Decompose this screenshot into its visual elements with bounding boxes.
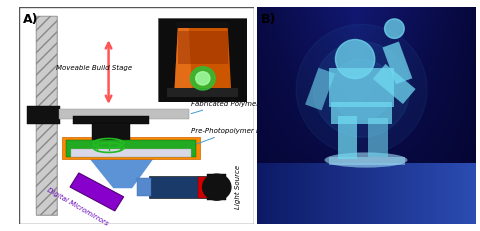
Bar (59, 109, 189, 119)
Text: Pre-Photopolymer Resin: Pre-Photopolymer Resin (191, 128, 275, 146)
Bar (92, 123, 130, 151)
Text: Moveable Build Stage: Moveable Build Stage (57, 65, 132, 71)
Bar (383, 42, 412, 84)
Bar (331, 103, 392, 124)
Bar (198, 177, 208, 198)
Text: Light Source: Light Source (235, 165, 241, 209)
Text: B): B) (261, 13, 276, 26)
Bar (207, 174, 226, 200)
Polygon shape (174, 25, 231, 92)
Bar (36, 16, 57, 215)
Circle shape (331, 59, 392, 120)
Circle shape (313, 42, 410, 137)
Circle shape (203, 174, 231, 200)
Bar (167, 88, 238, 97)
Bar (149, 176, 215, 198)
Text: A): A) (23, 13, 38, 26)
Bar (27, 106, 60, 124)
Bar (305, 68, 335, 110)
Polygon shape (90, 159, 153, 188)
Circle shape (196, 72, 210, 85)
Bar (176, 22, 229, 28)
Circle shape (336, 40, 375, 79)
Bar (70, 173, 124, 211)
Circle shape (384, 19, 404, 38)
Bar (368, 118, 388, 157)
Text: Fabricated Polymer: Fabricated Polymer (191, 100, 259, 114)
Bar (337, 116, 357, 159)
Bar (137, 179, 151, 196)
Bar (71, 149, 191, 157)
Ellipse shape (324, 152, 408, 168)
Circle shape (296, 24, 427, 155)
Bar (373, 64, 416, 104)
Bar (61, 137, 200, 159)
Bar (73, 116, 149, 124)
Bar (329, 68, 395, 107)
Bar (329, 157, 405, 165)
Text: Digital Micromirrors: Digital Micromirrors (47, 187, 109, 227)
Bar (66, 140, 196, 157)
Circle shape (191, 67, 215, 90)
Bar (178, 31, 228, 64)
Bar (36, 16, 57, 215)
Polygon shape (174, 25, 192, 92)
